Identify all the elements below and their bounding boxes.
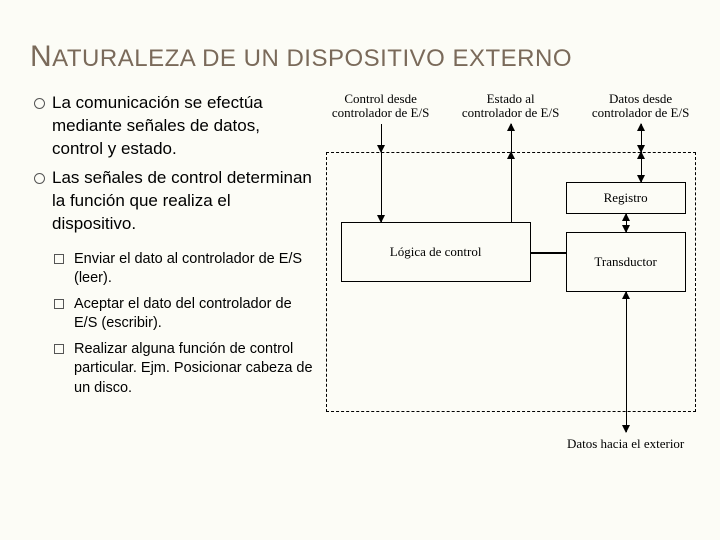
sub-text: Aceptar el dato del controlador de E/S (…	[74, 296, 292, 332]
bullet-text: La comunicación se efectúa mediante seña…	[52, 93, 263, 158]
arrow-datos-inner	[641, 152, 643, 182]
label-estado: Estado al controlador de E/S	[461, 92, 561, 121]
label-control: Control desde controlador de E/S	[331, 92, 431, 121]
sub-item: Realizar alguna función de control parti…	[52, 340, 316, 399]
connector-logica-transductor	[531, 252, 566, 254]
title-first-letter: N	[30, 40, 52, 73]
box-transductor-label: Transductor	[594, 254, 656, 270]
box-logica-label: Lógica de control	[390, 244, 482, 260]
sub-item: Enviar el dato al controlador de E/S (le…	[52, 250, 316, 289]
bullet-item: La comunicación se efectúa mediante seña…	[30, 92, 316, 161]
bullet-item: Las señales de control determinan la fun…	[30, 167, 316, 236]
sub-text: Enviar el dato al controlador de E/S (le…	[74, 251, 302, 287]
sub-bullets: Enviar el dato al controlador de E/S (le…	[30, 250, 316, 399]
arrow-control-inner	[381, 152, 383, 222]
sub-item: Aceptar el dato del controlador de E/S (…	[52, 295, 316, 334]
arrow-control-down	[381, 124, 383, 152]
page-title: NATURALEZA DE UN DISPOSITIVO EXTERNO	[30, 40, 690, 74]
arrow-datos-both	[641, 124, 643, 152]
diagram: Control desde controlador de E/S Estado …	[326, 92, 690, 492]
bullet-text: Las señales de control determinan la fun…	[52, 168, 312, 233]
label-datos: Datos desde controlador de E/S	[591, 92, 691, 121]
main-bullets: La comunicación se efectúa mediante seña…	[30, 92, 316, 236]
box-logica: Lógica de control	[341, 222, 531, 282]
content-row: La comunicación se efectúa mediante seña…	[30, 92, 690, 492]
title-rest: ATURALEZA DE UN DISPOSITIVO EXTERNO	[52, 45, 572, 72]
box-transductor: Transductor	[566, 232, 686, 292]
arrow-estado-up	[511, 124, 513, 152]
box-registro-label: Registro	[604, 190, 648, 206]
sub-text: Realizar alguna función de control parti…	[74, 341, 313, 396]
box-registro: Registro	[566, 182, 686, 214]
arrow-registro-transductor	[626, 214, 628, 232]
arrow-transductor-exterior	[626, 292, 628, 432]
text-column: La comunicación se efectúa mediante seña…	[30, 92, 316, 492]
arrow-estado-inner	[511, 152, 513, 222]
label-exterior: Datos hacia el exterior	[556, 437, 696, 451]
